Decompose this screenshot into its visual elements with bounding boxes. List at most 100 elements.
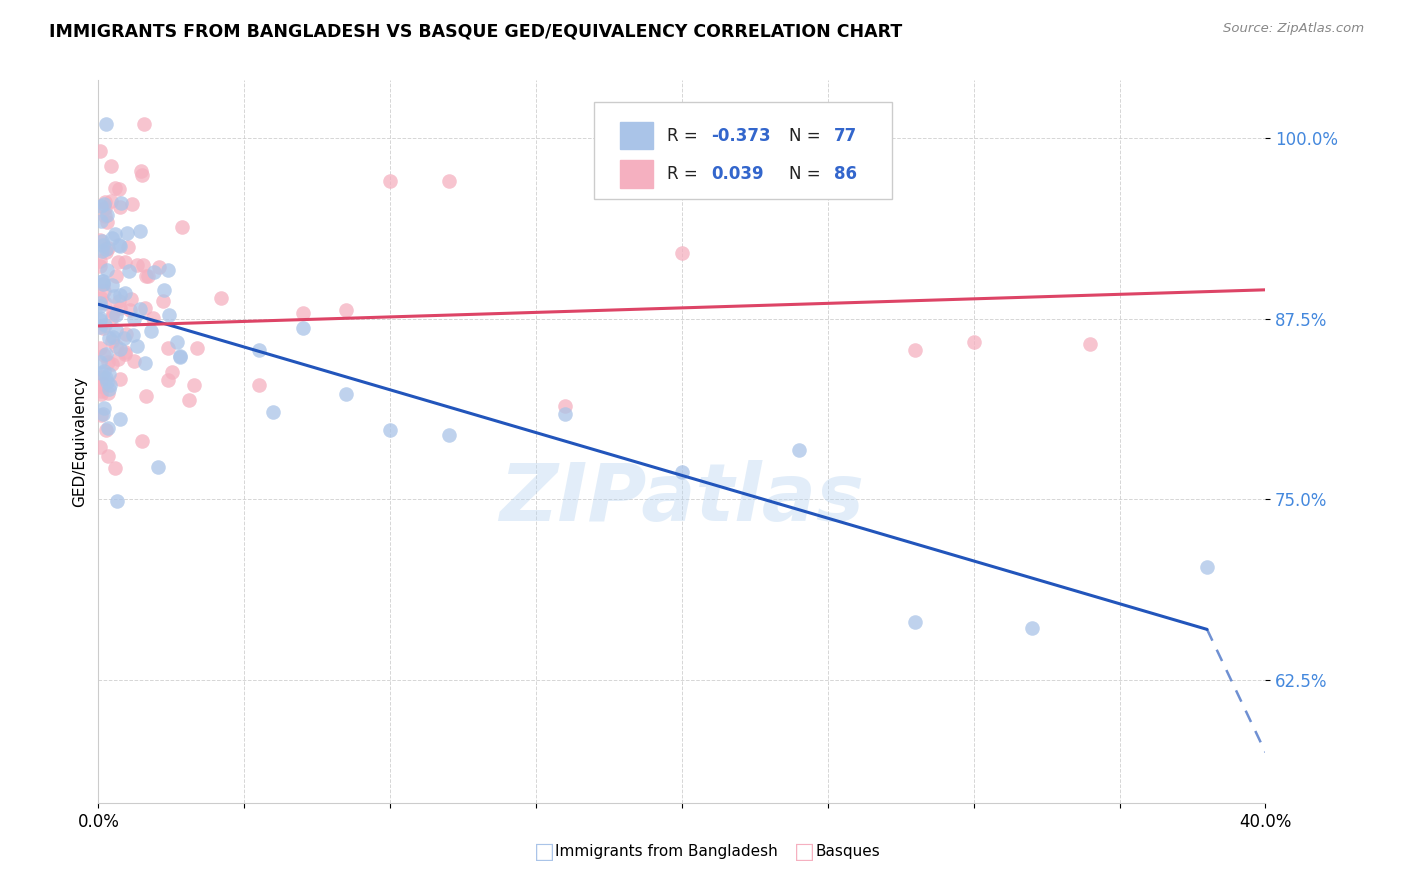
Point — [89, 299, 111, 313]
Point — [94, 195, 117, 210]
Point — [121, 293, 143, 307]
Point — [671, 466, 693, 480]
Point — [124, 353, 146, 368]
Point — [96, 263, 118, 277]
Point — [94, 371, 117, 385]
Point — [93, 401, 115, 416]
Bar — [620, 122, 652, 150]
Point — [94, 296, 117, 310]
Point — [138, 269, 160, 284]
Text: 0.039: 0.039 — [711, 165, 763, 183]
Point — [94, 318, 117, 332]
Point — [90, 409, 112, 423]
Y-axis label: GED/Equivalency: GED/Equivalency — [72, 376, 87, 507]
Point — [110, 195, 132, 210]
Point — [98, 367, 121, 381]
Point — [156, 342, 179, 356]
Point — [93, 364, 115, 378]
Point — [104, 180, 127, 194]
Point — [962, 334, 984, 349]
Point — [186, 341, 208, 355]
Point — [91, 274, 114, 288]
Point — [153, 283, 176, 297]
Text: Source: ZipAtlas.com: Source: ZipAtlas.com — [1223, 22, 1364, 36]
Point — [143, 265, 166, 279]
Point — [125, 339, 148, 353]
Point — [89, 260, 111, 274]
Point — [91, 320, 114, 334]
Point — [97, 386, 120, 401]
Point — [134, 117, 156, 131]
Point — [170, 220, 193, 235]
Point — [89, 320, 111, 334]
Point — [129, 224, 152, 238]
Point — [91, 407, 114, 421]
Point — [380, 174, 402, 188]
Point — [263, 405, 285, 419]
Point — [108, 182, 131, 196]
Text: Immigrants from Bangladesh: Immigrants from Bangladesh — [555, 845, 778, 859]
Point — [90, 291, 112, 305]
Point — [156, 372, 179, 386]
Point — [134, 356, 156, 370]
Point — [89, 144, 111, 158]
Point — [671, 246, 693, 260]
Point — [335, 302, 357, 317]
Point — [152, 293, 174, 308]
Point — [169, 349, 191, 363]
Point — [114, 347, 136, 361]
Point — [90, 366, 112, 380]
Point — [93, 348, 115, 362]
Point — [91, 277, 114, 292]
Text: R =: R = — [666, 127, 703, 145]
Point — [100, 334, 122, 348]
Text: R =: R = — [666, 165, 703, 183]
Point — [122, 328, 145, 343]
Point — [114, 255, 136, 269]
Point — [96, 117, 118, 131]
Text: 77: 77 — [834, 127, 856, 145]
Point — [247, 378, 270, 392]
Point — [97, 241, 120, 255]
Point — [110, 301, 132, 315]
Point — [93, 284, 115, 298]
Point — [96, 208, 118, 222]
Point — [96, 242, 118, 256]
Point — [125, 258, 148, 272]
Point — [89, 341, 111, 355]
Point — [101, 310, 124, 324]
Point — [1021, 622, 1043, 636]
Point — [90, 386, 112, 401]
Point — [90, 199, 112, 213]
Point — [131, 168, 153, 182]
Point — [124, 312, 146, 326]
Point — [96, 214, 118, 228]
Point — [108, 372, 131, 386]
Point — [91, 244, 114, 258]
Point — [1197, 560, 1219, 574]
Point — [209, 291, 232, 305]
Point — [104, 227, 127, 241]
Point — [104, 308, 127, 322]
Point — [98, 382, 121, 396]
Point — [131, 434, 153, 449]
Point — [91, 376, 114, 391]
Point — [118, 264, 141, 278]
Point — [554, 399, 576, 413]
Point — [103, 305, 125, 319]
Point — [135, 268, 157, 283]
Point — [437, 174, 460, 188]
Point — [177, 392, 200, 407]
Point — [89, 233, 111, 247]
Point — [114, 286, 136, 301]
Point — [101, 357, 124, 371]
Point — [904, 343, 927, 357]
Point — [554, 407, 576, 421]
Point — [335, 387, 357, 401]
Point — [104, 323, 127, 337]
Point — [108, 288, 131, 302]
Point — [93, 202, 115, 216]
Point — [90, 274, 112, 288]
Point — [103, 289, 125, 303]
Point — [108, 200, 131, 214]
